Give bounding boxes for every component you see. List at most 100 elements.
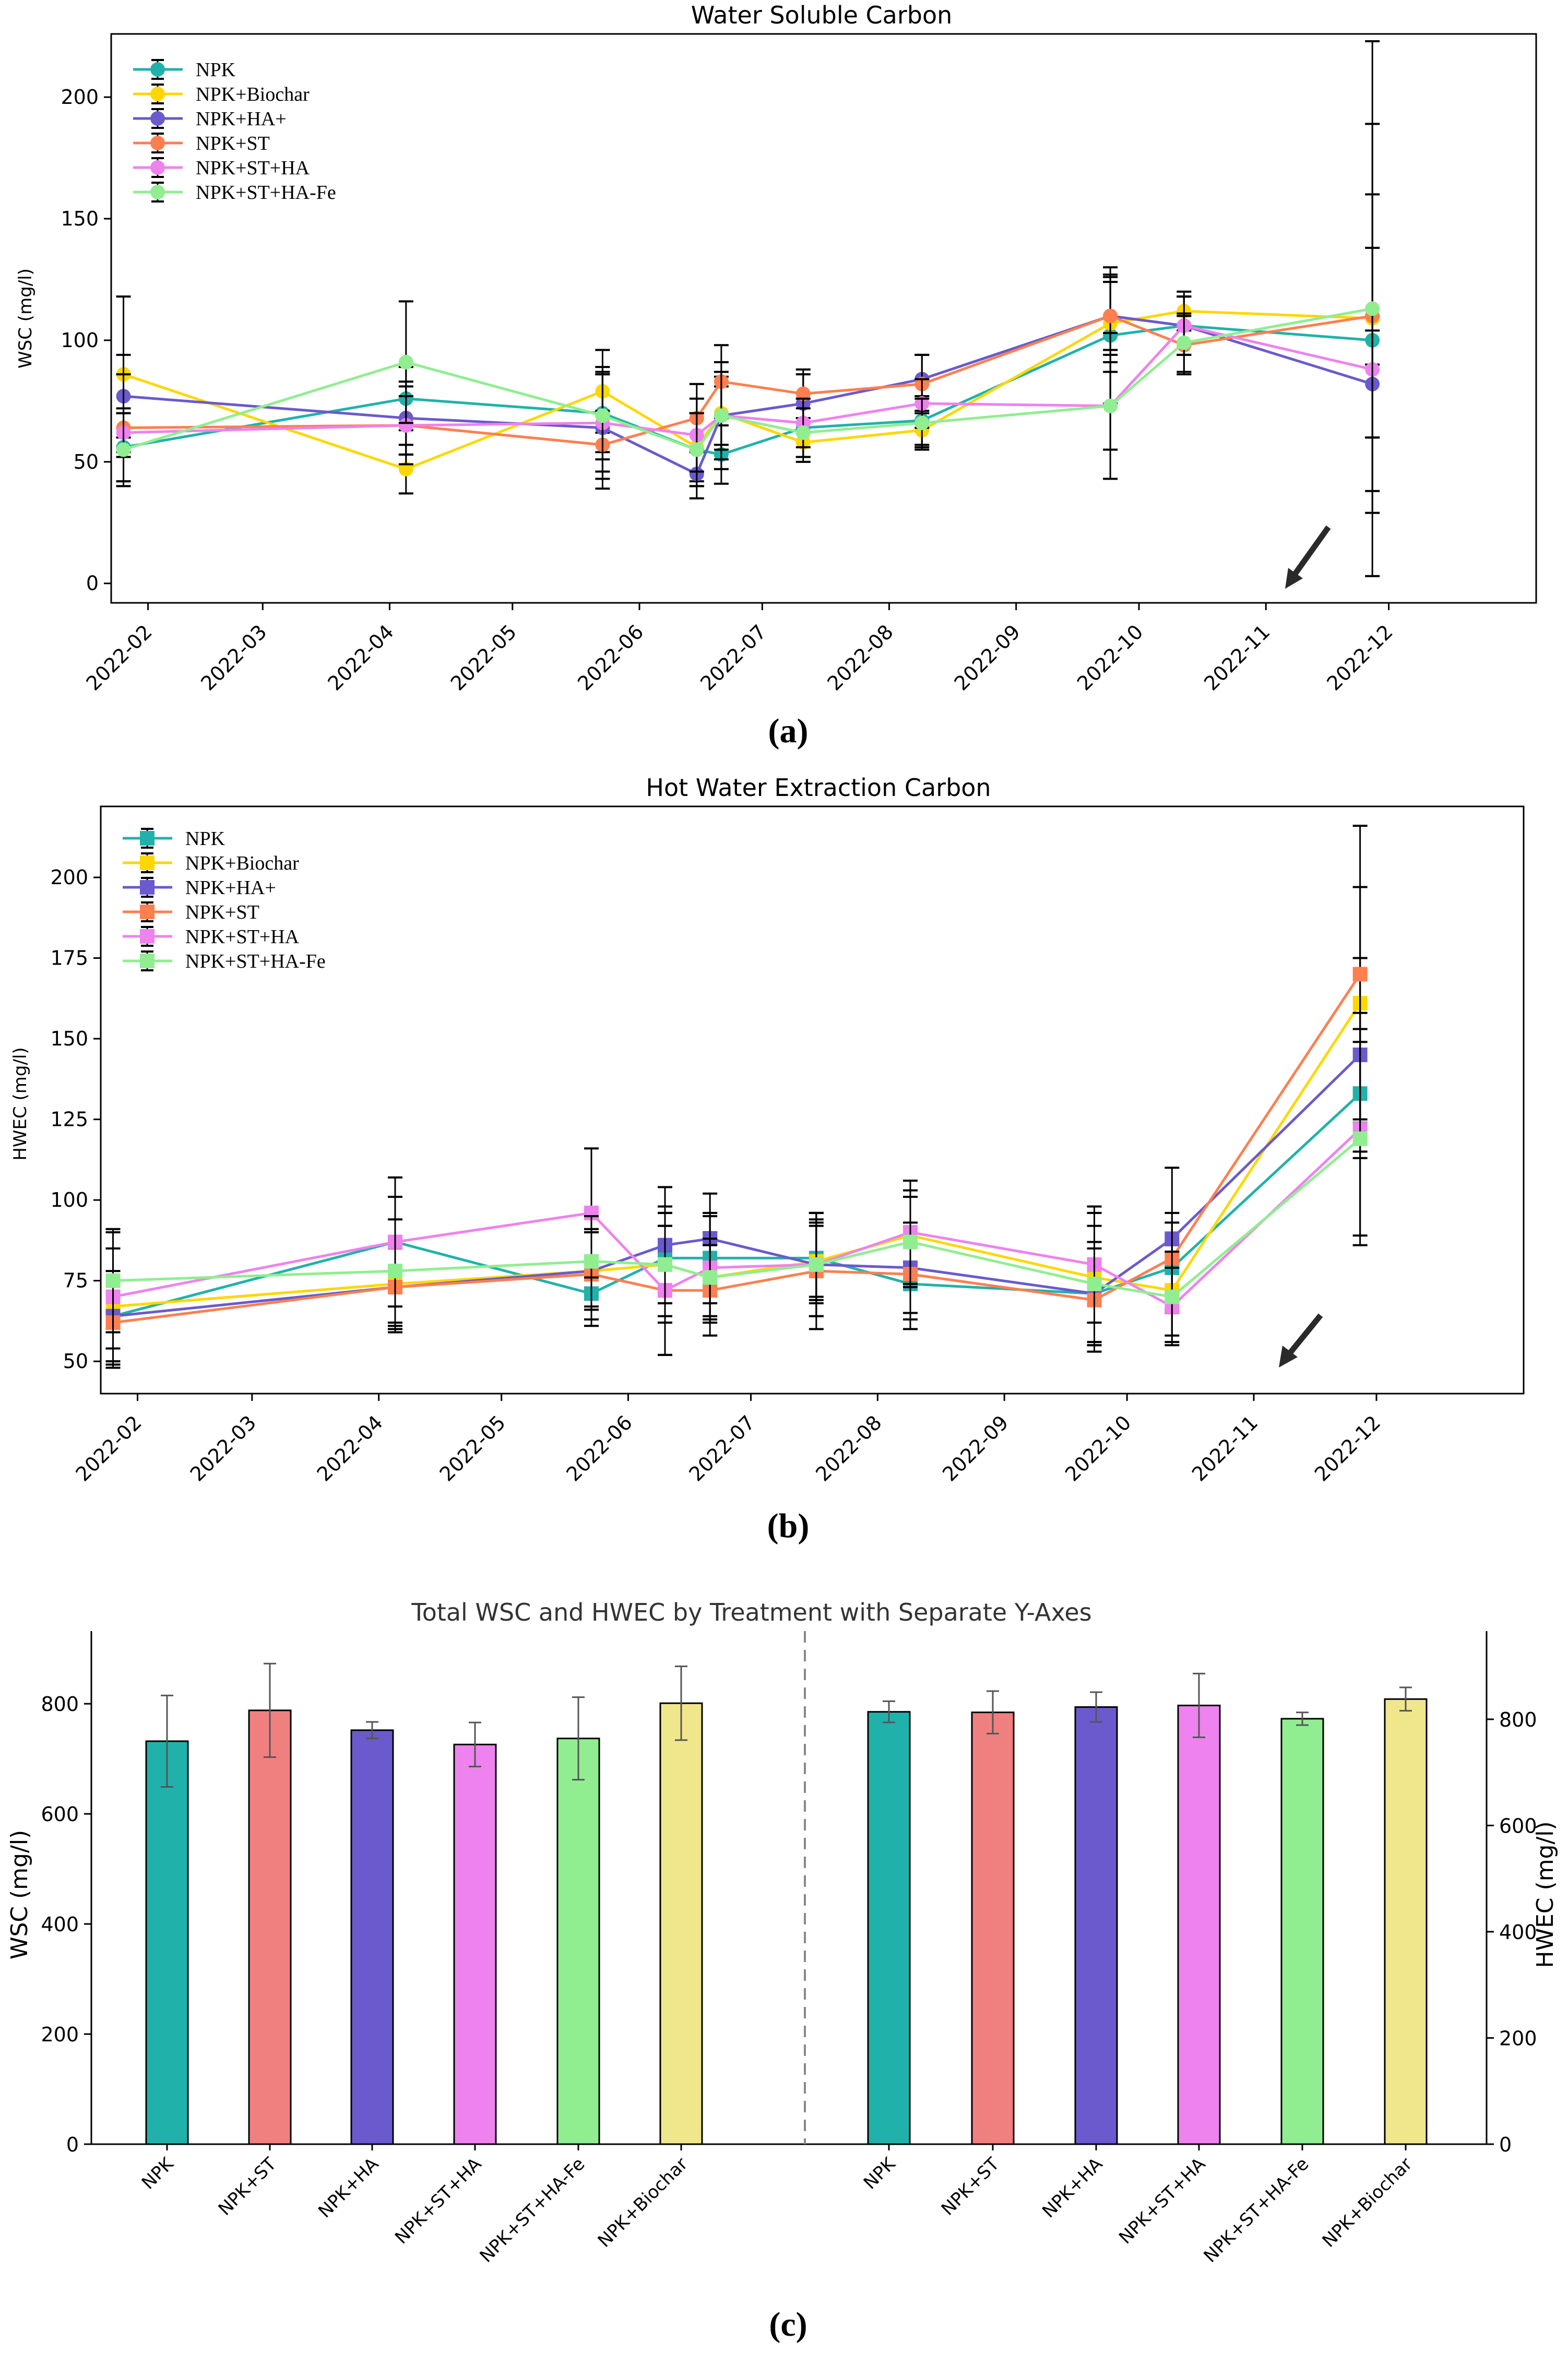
panel-c-wsc-ytick-label: 800: [41, 1693, 79, 1716]
panel-b-legend-label: NPK+Biochar: [185, 852, 299, 874]
panel-a-legend-label: NPK+ST+HA: [196, 157, 310, 179]
panel-a-legend-entry-npk-st-ha-fe: NPK+ST+HA-Fe: [133, 182, 336, 204]
panel-b-ytick-label: 100: [50, 1188, 88, 1211]
panel-b-legend-label: NPK+HA+: [185, 877, 276, 899]
panel-a-legend-marker: [150, 136, 165, 150]
panel-b-line-npk-st-ha-fe: [113, 1137, 1361, 1299]
panel-b-legend-marker: [140, 954, 155, 968]
panel-a-point: [914, 415, 930, 431]
panel-b-point: [658, 1257, 672, 1272]
panel-a-legend-marker: [150, 185, 165, 199]
panel-a-legend-label: NPK: [196, 59, 236, 81]
panel-c-hwec-bar: [1384, 1698, 1428, 2145]
panel-c-hwec-ytick-label: 400: [1499, 1921, 1537, 1944]
panel-b-point: [1352, 1131, 1368, 1146]
panel-a-ytick-label: 200: [61, 86, 99, 109]
panel-b-legend-label: NPK: [185, 828, 225, 850]
panel-c-hwec-bar: [971, 1711, 1015, 2145]
panel-a-series-npk-st-ha-fe: [116, 40, 1380, 577]
panel-a-plot-area: [110, 33, 1537, 604]
panel-b-line-npk-biochar: [113, 1002, 1361, 1308]
panel-a-legend-entry-npk-st: NPK+ST: [133, 133, 270, 154]
panel-a-ytick-label: 150: [61, 207, 99, 230]
panel-a-ytick-label: 100: [61, 329, 99, 352]
panel-a-legend-marker: [150, 62, 165, 77]
panel-a-line-npk-st-ha: [123, 324, 1373, 437]
panel-b-point: [388, 1264, 402, 1279]
panel-c-hwec-ytick-label: 0: [1499, 2133, 1512, 2156]
panel-b-legend-entry-npk-ha: NPK+HA+: [123, 877, 276, 899]
panel-a-ytick-label: 50: [74, 450, 99, 473]
panel-a-legend-entry-npk-biochar: NPK+Biochar: [133, 84, 310, 105]
panel-a-legend-label: NPK+ST: [196, 133, 270, 154]
panel-a-point: [714, 408, 729, 423]
panel-a-legend-entry-npk: NPK: [133, 59, 236, 81]
panel-c-hwec-bar: [1177, 1704, 1221, 2145]
panel-a-legend-entry-npk-st-ha: NPK+ST+HA: [133, 157, 310, 179]
panel-b-legend-marker: [140, 855, 155, 870]
panel-a-point: [116, 442, 131, 457]
panel-c-wsc-bar: [145, 1740, 189, 2145]
panel-a-legend-label: NPK+HA+: [196, 108, 287, 130]
panel-b-legend-entry-npk: NPK: [123, 828, 225, 850]
panel-b-plot-area: [100, 805, 1525, 1395]
panel-b-ytick-label: 125: [50, 1108, 88, 1131]
panel-a-point: [795, 425, 811, 440]
panel-c-hwec-bar: [867, 1711, 911, 2145]
panel-b-legend-entry-npk-st-ha: NPK+ST+HA: [123, 926, 300, 948]
panel-c-wsc-bar: [556, 1738, 600, 2145]
panel-a-point: [795, 386, 811, 401]
panel-a-ylabel: WSC (mg/l): [15, 268, 36, 368]
panel-a-ytick-label: 0: [86, 572, 99, 595]
panel-c-title: Total WSC and HWEC by Treatment with Sep…: [411, 1598, 1091, 1626]
panel-a-title: Water Soluble Carbon: [691, 1, 953, 29]
panel-c-wsc-bar: [350, 1729, 394, 2145]
panel-a-legend-entry-npk-ha: NPK+HA+: [133, 108, 287, 130]
panel-b-legend-marker: [140, 905, 155, 919]
panel-a-point: [1365, 301, 1380, 316]
panel-b-ytick-label: 50: [63, 1350, 88, 1373]
panel-c-hwec-ytick-label: 200: [1499, 2027, 1537, 2050]
panel-a-point: [689, 442, 704, 457]
panel-c-wsc-ytick-label: 200: [41, 2023, 79, 2046]
panel-c-hwec-ytick-label: 600: [1499, 1814, 1537, 1837]
panel-c-wsc-bar: [453, 1743, 497, 2145]
panel-b-legend-marker: [140, 831, 155, 846]
panel-c-right-ylabel: HWEC (mg/l): [1532, 1821, 1559, 1968]
panel-b-legend-entry-npk-st-ha-fe: NPK+ST+HA-Fe: [123, 950, 326, 972]
panel-b-legend-label: NPK+ST: [185, 901, 259, 923]
panel-b-legend-entry-npk-biochar: NPK+Biochar: [123, 852, 299, 874]
panel-b-legend-entry-npk-st: NPK+ST: [123, 901, 259, 923]
panel-b-line-npk-ha: [113, 1054, 1361, 1318]
panel-a-point: [1177, 335, 1192, 350]
panel-b-point: [1352, 967, 1368, 982]
panel-a-point: [398, 461, 413, 477]
panel-c-wsc-bar: [659, 1702, 703, 2145]
panel-a-point: [398, 354, 413, 370]
panel-b-arrow: [1279, 1313, 1323, 1368]
panel-b-point: [1165, 1289, 1180, 1304]
panel-b-point: [703, 1270, 718, 1285]
panel-b-legend-label: NPK+ST+HA-Fe: [185, 950, 326, 972]
panel-c-hwec-bar: [1074, 1706, 1118, 2145]
panel-b-point: [105, 1273, 121, 1288]
panel-b-title: Hot Water Extraction Carbon: [646, 774, 991, 802]
panel-b-line-npk-st-ha: [113, 1128, 1361, 1309]
panel-c-left-ylabel: WSC (mg/l): [6, 1830, 33, 1959]
panel-c-hwec-bar: [1280, 1718, 1324, 2145]
panel-a-legend-label: NPK+ST+HA-Fe: [196, 182, 336, 204]
panel-a-line-npk-biochar: [123, 310, 1373, 471]
panel-b-line-npk-st: [113, 973, 1361, 1324]
panel-c-hwec-ytick-label: 800: [1499, 1708, 1537, 1731]
panel-a-legend-marker: [150, 111, 165, 126]
panel-b-ytick-label: 75: [63, 1269, 88, 1292]
panel-a-caption: (a): [768, 712, 809, 750]
panel-a-point: [595, 408, 610, 423]
panel-b-legend-marker: [140, 929, 155, 944]
panel-c-wsc-ytick-label: 600: [41, 1803, 79, 1826]
panel-b-ytick-label: 150: [50, 1027, 88, 1050]
panel-b-line-npk: [112, 1092, 1361, 1318]
panel-a-arrow: [1285, 525, 1331, 589]
panel-a-legend-marker: [150, 160, 165, 175]
panel-c-wsc-ytick-label: 400: [41, 1913, 79, 1936]
